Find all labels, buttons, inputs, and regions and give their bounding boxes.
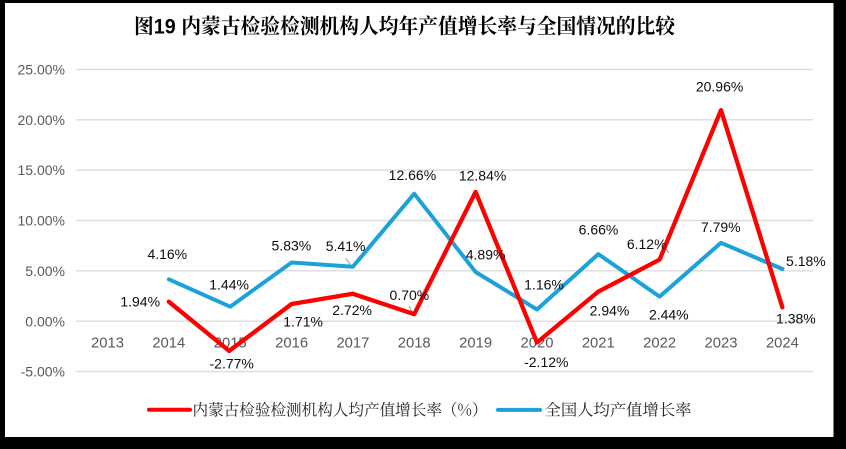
svg-text:0.70%: 0.70% <box>390 287 430 303</box>
svg-text:内蒙古检验检测机构人均产值增长率（%）: 内蒙古检验检测机构人均产值增长率（%） <box>193 396 488 420</box>
svg-text:7.79%: 7.79% <box>701 219 741 235</box>
svg-text:1.38%: 1.38% <box>776 311 816 327</box>
svg-text:-2.12%: -2.12% <box>524 354 568 370</box>
svg-text:5.41%: 5.41% <box>326 238 366 254</box>
svg-text:12.84%: 12.84% <box>459 167 506 183</box>
svg-text:25.00%: 25.00% <box>18 62 65 78</box>
svg-text:5.18%: 5.18% <box>786 253 826 269</box>
svg-text:2.72%: 2.72% <box>332 302 372 318</box>
svg-text:2014: 2014 <box>152 335 185 351</box>
svg-text:2023: 2023 <box>705 335 738 351</box>
svg-text:2017: 2017 <box>336 335 369 351</box>
svg-text:-5.00%: -5.00% <box>21 364 65 380</box>
svg-text:20.00%: 20.00% <box>18 112 65 128</box>
svg-text:10.00%: 10.00% <box>18 213 65 229</box>
svg-text:2024: 2024 <box>766 335 799 351</box>
svg-text:1.44%: 1.44% <box>209 277 249 293</box>
svg-text:20.96%: 20.96% <box>696 79 743 95</box>
svg-text:2021: 2021 <box>582 335 615 351</box>
svg-text:1.71%: 1.71% <box>283 314 323 330</box>
svg-text:-2.77%: -2.77% <box>210 355 254 371</box>
svg-text:6.12%: 6.12% <box>627 236 667 252</box>
svg-text:4.89%: 4.89% <box>466 246 506 262</box>
svg-text:4.16%: 4.16% <box>147 246 187 262</box>
svg-text:1.94%: 1.94% <box>120 293 160 309</box>
svg-text:1.16%: 1.16% <box>524 277 564 293</box>
svg-text:2016: 2016 <box>275 335 308 351</box>
svg-text:6.66%: 6.66% <box>579 222 619 238</box>
svg-text:全国人均产值增长率: 全国人均产值增长率 <box>545 396 692 420</box>
svg-text:15.00%: 15.00% <box>18 162 65 178</box>
svg-text:0.00%: 0.00% <box>25 313 65 329</box>
svg-text:2.44%: 2.44% <box>649 306 689 322</box>
svg-text:2019: 2019 <box>459 335 492 351</box>
svg-text:2013: 2013 <box>91 335 124 351</box>
svg-text:12.66%: 12.66% <box>389 167 436 183</box>
svg-text:2022: 2022 <box>643 335 676 351</box>
svg-text:5.00%: 5.00% <box>25 263 65 279</box>
svg-text:图19 内蒙古检验检测机构人均年产值增长率与全国情况的比较: 图19 内蒙古检验检测机构人均年产值增长率与全国情况的比较 <box>134 10 677 40</box>
svg-text:5.83%: 5.83% <box>272 238 312 254</box>
svg-text:2018: 2018 <box>398 335 431 351</box>
svg-text:2.94%: 2.94% <box>590 302 630 318</box>
